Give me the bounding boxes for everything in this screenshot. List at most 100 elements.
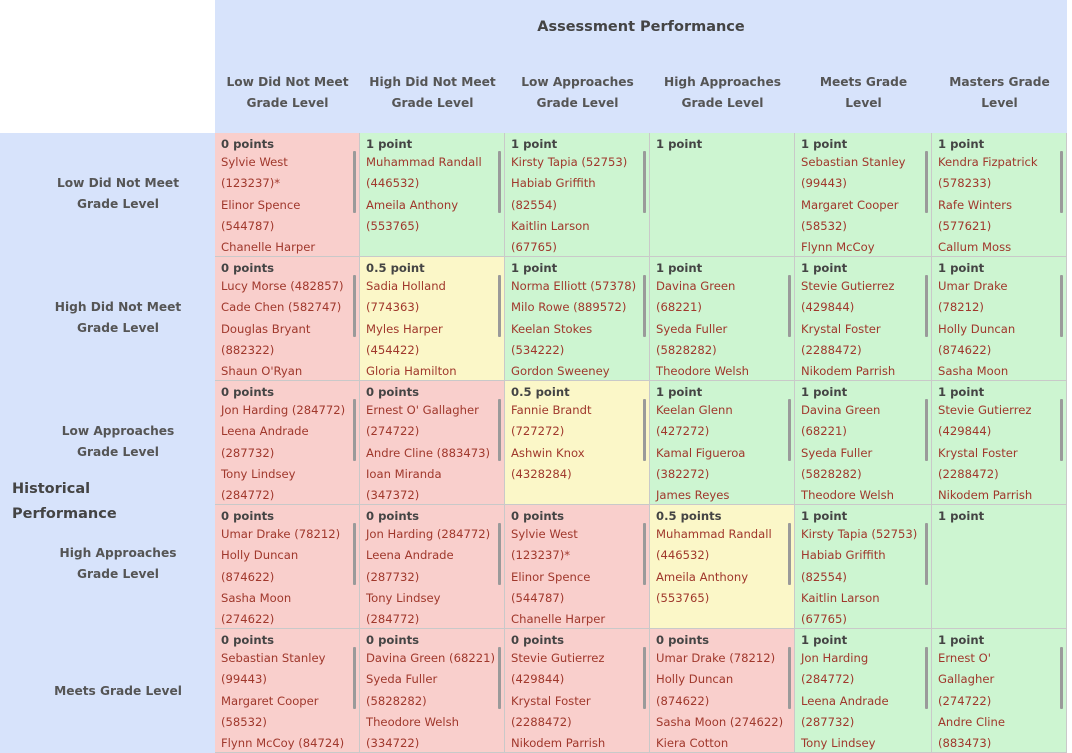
student-entry[interactable]: (5828282) — [366, 693, 427, 708]
student-entry[interactable]: Ioan Miranda — [366, 466, 442, 481]
student-list[interactable]: Keelan Glenn (427272) Kamal Figueroa (38227… — [656, 400, 788, 504]
student-entry[interactable]: Kamal Figueroa — [656, 445, 746, 460]
student-entry[interactable]: (67765) — [511, 240, 557, 255]
scrollbar-thumb[interactable] — [925, 399, 928, 461]
student-entry[interactable]: Kaitlin Larson — [511, 218, 590, 233]
student-entry[interactable]: (284772) — [366, 612, 420, 627]
student-entry[interactable]: (287732) — [366, 569, 420, 584]
student-entry[interactable]: Ernest O' — [938, 651, 991, 665]
student-entry[interactable]: (553765) — [656, 590, 710, 605]
student-entry[interactable]: (99443) — [801, 176, 847, 191]
student-entry[interactable]: Muhammad Randall — [656, 527, 772, 541]
student-list[interactable]: Sylvie West (123237)* Elinor Spence (544787… — [221, 152, 353, 256]
student-entry[interactable]: (774363) — [366, 300, 420, 315]
student-entry[interactable]: (4328284) — [511, 466, 572, 481]
student-entry[interactable]: Sylvie West — [511, 527, 578, 541]
scrollbar-thumb[interactable] — [1060, 275, 1063, 337]
scrollbar-thumb[interactable] — [788, 523, 791, 585]
student-entry[interactable]: Ameila Anthony — [656, 569, 749, 584]
scrollbar-thumb[interactable] — [788, 399, 791, 461]
student-list[interactable]: Davina Green (68221) Syeda Fuller (5828282… — [366, 648, 498, 752]
student-list[interactable]: Muhammad Randall (446532) Ameila Anthony (5… — [366, 152, 498, 237]
student-entry[interactable]: Ameila Anthony — [366, 197, 459, 212]
student-entry[interactable]: (382272) — [656, 466, 710, 481]
student-entry[interactable]: Jon Harding — [801, 651, 869, 665]
student-entry[interactable]: Tony Lindsey — [366, 590, 441, 605]
student-entry[interactable]: (68221) — [801, 424, 847, 439]
student-entry[interactable]: (287732) — [221, 445, 275, 460]
student-list[interactable]: Jon Harding (284772) Leena Andrade (287732… — [366, 524, 498, 628]
student-list[interactable]: Kendra Fizpatrick (578233) Rafe Winters (57… — [938, 152, 1066, 256]
student-list[interactable]: Ernest O' Gallagher (274722) Andre Cline (88… — [938, 648, 1066, 752]
scrollbar-thumb[interactable] — [925, 275, 928, 337]
student-entry[interactable]: Syeda Fuller — [801, 445, 873, 460]
student-entry[interactable]: (274722) — [366, 424, 420, 439]
scrollbar-thumb[interactable] — [1060, 399, 1063, 461]
student-entry[interactable]: Kaitlin Larson — [801, 590, 880, 605]
student-entry[interactable]: Theodore Welsh — [366, 714, 459, 729]
student-entry[interactable]: Kirsty Tapia (52753) — [511, 155, 628, 169]
scrollbar-thumb[interactable] — [925, 523, 928, 585]
scrollbar-thumb[interactable] — [353, 151, 356, 213]
scrollbar-thumb[interactable] — [1060, 151, 1063, 213]
student-entry[interactable]: Krystal Foster — [801, 321, 881, 336]
student-entry[interactable]: Stevie Gutierrez — [511, 651, 605, 665]
student-list[interactable]: Umar Drake (78212) Holly Duncan (874622) Sa… — [656, 648, 788, 752]
student-entry[interactable]: Keelan Glenn — [656, 403, 733, 417]
student-entry[interactable]: (99443) — [221, 672, 267, 687]
scrollbar-thumb[interactable] — [353, 275, 356, 337]
student-entry[interactable]: (429844) — [801, 300, 855, 315]
student-list[interactable]: Stevie Gutierrez (429844) Krystal Foster (2… — [938, 400, 1066, 504]
student-entry[interactable]: Norma Elliott (57378) — [511, 279, 637, 293]
student-entry[interactable]: Sasha Moon (274622) — [656, 714, 784, 729]
scrollbar-thumb[interactable] — [353, 399, 356, 461]
student-entry[interactable]: (68221) — [656, 300, 702, 315]
student-entry[interactable]: Sebastian Stanley — [801, 155, 906, 169]
scrollbar-thumb[interactable] — [498, 151, 501, 213]
student-entry[interactable]: Habiab Griffith — [511, 176, 596, 191]
student-list[interactable]: Jon Harding (284772) Leena Andrade (287732… — [221, 400, 353, 504]
student-entry[interactable]: (78212) — [938, 300, 984, 315]
student-entry[interactable]: Callum Moss — [938, 240, 1012, 255]
student-entry[interactable]: (2288472) — [938, 466, 999, 481]
student-entry[interactable]: Rafe Winters — [938, 197, 1013, 212]
student-entry[interactable]: (553765) — [366, 218, 420, 233]
scrollbar-thumb[interactable] — [1060, 647, 1063, 709]
student-list[interactable]: Kirsty Tapia (52753) Habiab Griffith (8255… — [801, 524, 931, 628]
student-entry[interactable]: Shaun O'Ryan — [221, 364, 303, 379]
student-entry[interactable]: (123237)* — [221, 176, 281, 191]
student-entry[interactable]: Jon Harding (284772) — [366, 527, 491, 541]
student-entry[interactable]: (123237)* — [511, 548, 571, 563]
student-entry[interactable]: (347372) — [366, 488, 420, 503]
student-entry[interactable]: Ernest O' Gallagher — [366, 403, 479, 417]
student-entry[interactable]: Muhammad Randall — [366, 155, 482, 169]
student-entry[interactable]: Nikodem Parrish — [801, 364, 896, 379]
student-entry[interactable]: Margaret Cooper — [221, 693, 319, 708]
student-entry[interactable]: (58532) — [221, 714, 267, 729]
student-list[interactable]: Sebastian Stanley (99443) Margaret Cooper (… — [221, 648, 353, 752]
student-list[interactable]: Davina Green (68221) Syeda Fuller (5828282)… — [801, 400, 931, 504]
scrollbar-thumb[interactable] — [643, 151, 646, 213]
student-entry[interactable]: (334722) — [366, 736, 420, 751]
student-list[interactable]: Jon Harding (284772) Leena Andrade (287732)… — [801, 648, 931, 752]
student-entry[interactable]: Holly Duncan — [938, 321, 1016, 336]
student-entry[interactable]: (727272) — [511, 424, 565, 439]
scrollbar-thumb[interactable] — [643, 523, 646, 585]
student-entry[interactable]: Ashwin Knox — [511, 445, 585, 460]
student-entry[interactable]: (274622) — [221, 612, 275, 627]
student-entry[interactable]: Andre Cline — [938, 714, 1005, 729]
student-entry[interactable]: Gordon Sweeney — [511, 364, 610, 379]
student-entry[interactable]: Syeda Fuller — [366, 672, 438, 687]
student-entry[interactable]: (544787) — [511, 590, 565, 605]
student-entry[interactable]: (58532) — [801, 218, 847, 233]
student-entry[interactable]: Nikodem Parrish — [511, 736, 606, 751]
student-entry[interactable]: Habiab Griffith — [801, 548, 886, 563]
student-list[interactable]: Fannie Brandt (727272) Ashwin Knox (4328284… — [511, 400, 643, 485]
student-entry[interactable]: Kendra Fizpatrick — [938, 155, 1038, 169]
scrollbar-thumb[interactable] — [353, 523, 356, 585]
student-entry[interactable]: Tony Lindsey — [221, 466, 296, 481]
scrollbar-thumb[interactable] — [925, 647, 928, 709]
student-entry[interactable]: Elinor Spence — [511, 569, 591, 584]
student-entry[interactable]: (429844) — [938, 424, 992, 439]
student-entry[interactable]: Davina Green — [656, 279, 736, 293]
